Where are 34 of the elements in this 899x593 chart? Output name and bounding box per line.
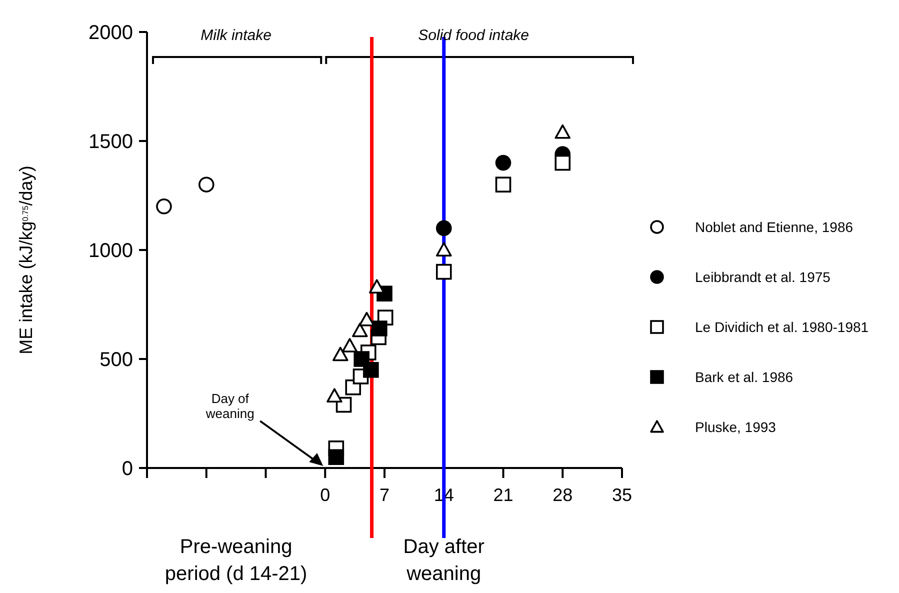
- y-tick-label: 500: [100, 349, 133, 371]
- legend-label: Le Dividich et al. 1980-1981: [695, 318, 869, 335]
- y-tick-label: 1500: [88, 131, 133, 153]
- legend-label: Pluske, 1993: [695, 418, 776, 435]
- point: [332, 346, 348, 362]
- x-tick-label: 21: [493, 485, 514, 505]
- point: [326, 388, 342, 403]
- point: [436, 220, 452, 236]
- x-tick-label: 28: [552, 485, 573, 505]
- legend-label: Noblet and Etienne, 1986: [695, 218, 854, 235]
- point: [363, 362, 379, 378]
- point: [342, 338, 358, 352]
- y-tick-label: 0: [122, 458, 133, 480]
- point: [495, 154, 512, 171]
- legend-label: Leibbrandt et al. 1975: [695, 268, 831, 285]
- point: [352, 322, 368, 338]
- text: Pre-weaning period (d 14-21): [164, 536, 308, 585]
- point: [554, 124, 571, 139]
- point: [554, 154, 571, 171]
- x-axis-title: Day after weaning: [403, 536, 485, 585]
- x-tick-label: 7: [379, 485, 390, 505]
- point: [328, 449, 344, 465]
- x-tick-label: 0: [320, 485, 330, 505]
- annotation: Solid food intake: [418, 27, 530, 44]
- point: [436, 264, 452, 280]
- y-tick-label: 1000: [88, 240, 133, 262]
- annotation: Milk intake: [200, 27, 272, 44]
- x-tick-label: 35: [612, 485, 632, 505]
- legend-label: Bark et al. 1986: [695, 368, 794, 385]
- point: [436, 242, 452, 256]
- point: [372, 320, 388, 336]
- annotation: Day of weaning: [204, 391, 254, 421]
- y-tick-label: 2000: [88, 22, 133, 44]
- point: [495, 176, 512, 192]
